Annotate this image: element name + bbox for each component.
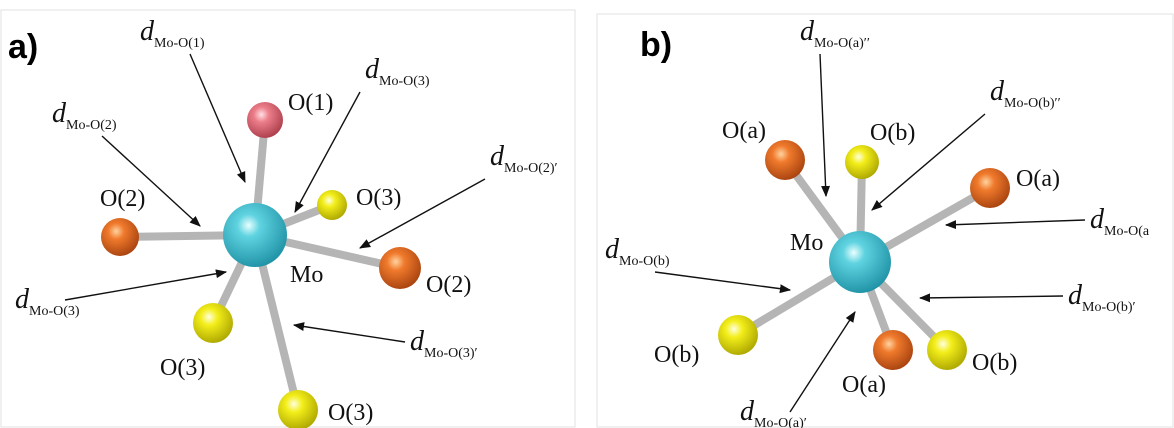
atom-label: O(b) (870, 120, 915, 146)
atom-label: O(b) (654, 342, 699, 368)
arrow (920, 296, 1063, 298)
distance-label: dMo-O(2) (52, 98, 117, 133)
distance-symbol: d (140, 16, 155, 47)
distance-symbol: d (52, 98, 67, 129)
atom-label: O(a) (842, 372, 886, 398)
atom-label: O(a) (1016, 166, 1060, 192)
atom-label: Mo (790, 230, 823, 256)
atom (873, 330, 913, 370)
distance-subscript: Mo-O(2)′ (504, 161, 558, 176)
distance-subscript: Mo-O(3) (379, 74, 430, 89)
atom (845, 145, 879, 179)
atom-label: O(3) (328, 400, 373, 426)
distance-subscript: Mo-O(1) (154, 36, 205, 51)
atom (970, 168, 1010, 208)
arrow (294, 325, 405, 342)
atom (317, 190, 347, 220)
distance-symbol: d (800, 16, 815, 47)
distance-subscript: Mo-O(a)′ (754, 416, 807, 428)
distance-symbol: d (365, 54, 380, 85)
figure: a)O(1)O(3)O(2)MoO(2)O(3)O(3)dMo-O(1)dMo-… (0, 0, 1174, 428)
distance-subscript: Mo-O(b)′′ (1004, 96, 1061, 111)
distance-label: dMo-O(b)′ (1068, 280, 1136, 315)
panel-label: b) (640, 26, 672, 64)
atom (927, 330, 967, 370)
arrow (65, 272, 226, 300)
distance-label: dMo-O(3) (365, 54, 430, 89)
distance-subscript: Mo-O(2) (66, 118, 117, 133)
distance-label: dMo-O(a)′′ (800, 16, 870, 51)
atom-label: Mo (290, 262, 323, 288)
distance-symbol: d (740, 396, 755, 427)
arrow (190, 54, 245, 182)
distance-symbol: d (990, 76, 1005, 107)
atom-label: O(2) (426, 272, 471, 298)
distance-symbol: d (1090, 204, 1105, 235)
distance-subscript: Mo-O(a)′′ (814, 36, 870, 51)
distance-label: dMo-O(3) (15, 284, 80, 319)
atom-label: O(3) (356, 185, 401, 211)
atom-label: O(3) (160, 355, 205, 381)
distance-symbol: d (410, 326, 425, 357)
distance-symbol: d (1068, 280, 1083, 311)
distance-label: dMo-O(a (1090, 204, 1150, 239)
distance-symbol: d (15, 284, 30, 315)
atom-label: O(b) (972, 350, 1017, 376)
distance-subscript: Mo-O(b) (619, 254, 670, 269)
arrow (820, 54, 826, 196)
atom (247, 102, 283, 138)
atom (829, 231, 891, 293)
distance-label: dMo-O(b)′′ (990, 76, 1061, 111)
atom (278, 390, 318, 428)
atom (193, 303, 233, 343)
distance-label: dMo-O(b) (605, 234, 670, 269)
atom (765, 140, 805, 180)
distance-label: dMo-O(2)′ (490, 141, 558, 176)
arrow (655, 272, 790, 290)
atom-label: O(a) (722, 118, 766, 144)
arrow (946, 220, 1085, 225)
atom (718, 315, 758, 355)
distance-subscript: Mo-O(3)′ (424, 346, 478, 361)
distance-subscript: Mo-O(3) (29, 304, 80, 319)
distance-label: dMo-O(1) (140, 16, 205, 51)
panel-label: a) (8, 28, 38, 66)
atom (101, 218, 139, 256)
distance-subscript: Mo-O(a (1104, 224, 1150, 239)
distance-symbol: d (605, 234, 620, 265)
atom (223, 203, 287, 267)
arrow (102, 136, 200, 226)
atom-label: O(1) (288, 90, 333, 116)
atom (379, 247, 421, 289)
distance-symbol: d (490, 141, 505, 172)
distance-subscript: Mo-O(b)′ (1082, 300, 1136, 315)
atom-label: O(2) (100, 186, 145, 212)
distance-label: dMo-O(3)′ (410, 326, 478, 361)
